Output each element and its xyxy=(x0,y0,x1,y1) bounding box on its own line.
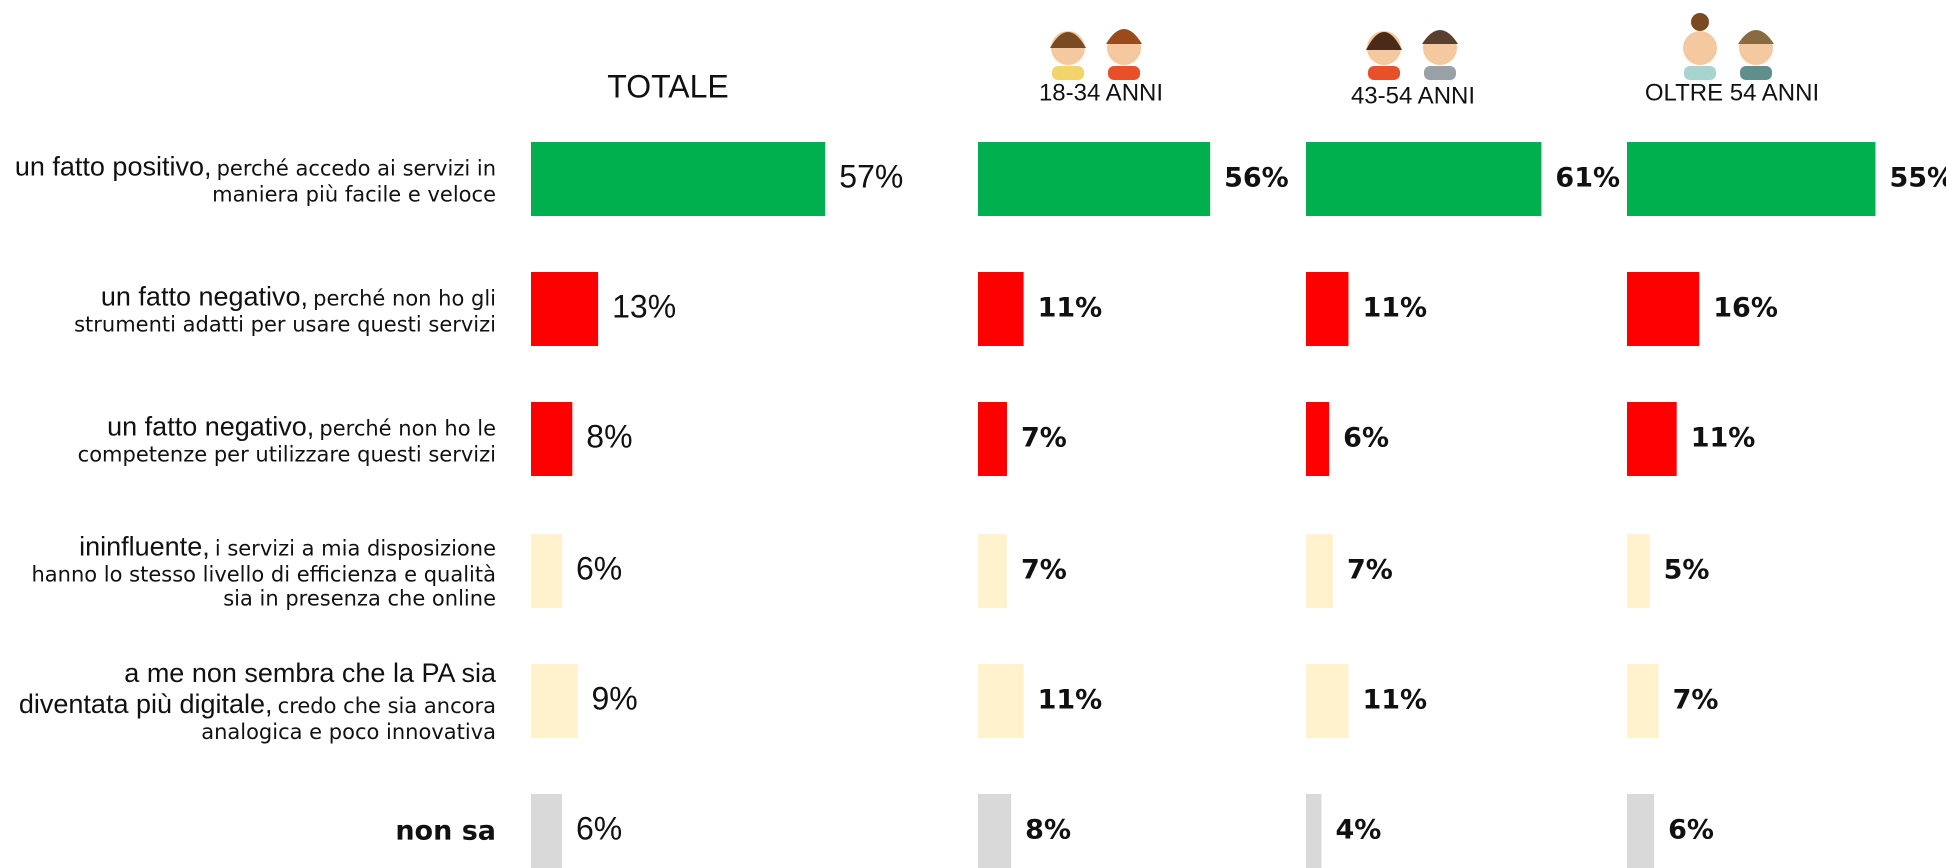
category-label: non sa xyxy=(10,815,496,846)
bar xyxy=(1627,402,1677,476)
bar xyxy=(1627,794,1655,868)
value-label: 6% xyxy=(1668,815,1714,846)
category-label: a me non sembra che la PA sia diventata … xyxy=(10,658,496,744)
icon-body xyxy=(1424,66,1456,80)
value-label: 56% xyxy=(1224,163,1289,194)
category-label: un fatto positivo, perché accedo ai serv… xyxy=(10,151,496,206)
value-label: 9% xyxy=(591,680,637,716)
bar xyxy=(978,402,1008,476)
category-lead: ininfluente, xyxy=(79,531,210,562)
value-label: 7% xyxy=(1021,423,1067,454)
bar xyxy=(531,664,578,738)
category-label: un fatto negativo, perché non ho gli str… xyxy=(10,281,496,336)
panel-title: 18-34 ANNI xyxy=(1039,79,1163,106)
icon-face xyxy=(1683,31,1717,65)
icon-body xyxy=(1740,66,1772,80)
bar xyxy=(531,142,826,216)
value-label: 11% xyxy=(1038,293,1103,324)
bar xyxy=(1627,142,1876,216)
category-detail: perché accedo ai servizi in maniera più … xyxy=(212,156,496,207)
value-label: 6% xyxy=(576,810,622,846)
bar xyxy=(978,534,1008,608)
bar xyxy=(1306,534,1334,608)
value-label: 16% xyxy=(1713,293,1778,324)
value-label: 13% xyxy=(612,288,676,324)
bar xyxy=(531,794,562,868)
category-detail: perché non ho gli strumenti adatti per u… xyxy=(74,286,496,337)
value-label: 5% xyxy=(1664,555,1710,586)
icon-body xyxy=(1108,66,1140,80)
bar xyxy=(1306,794,1322,868)
icon-hair xyxy=(1422,30,1458,44)
value-label: 8% xyxy=(586,418,632,454)
value-label: 11% xyxy=(1038,685,1103,716)
bar xyxy=(978,272,1024,346)
category-detail: credo che sia ancora analogica e poco in… xyxy=(201,693,496,744)
value-label: 11% xyxy=(1362,685,1427,716)
panel-title: OLTRE 54 ANNI xyxy=(1645,79,1819,106)
icon-hair xyxy=(1050,32,1086,48)
icons xyxy=(1050,13,1774,80)
value-label: 61% xyxy=(1555,163,1620,194)
bar xyxy=(1627,272,1700,346)
panel-title: 43-54 ANNI xyxy=(1351,82,1475,109)
bar xyxy=(1306,402,1330,476)
panel-title: TOTALE xyxy=(607,68,729,104)
bar xyxy=(1306,272,1349,346)
bar xyxy=(1306,664,1349,738)
value-label: 55% xyxy=(1889,163,1946,194)
icon-hair xyxy=(1738,30,1774,44)
category-lead: non sa xyxy=(395,815,496,847)
bar xyxy=(978,794,1012,868)
icon-hair xyxy=(1691,13,1709,31)
category-lead: un fatto negativo, xyxy=(100,281,309,312)
value-label: 4% xyxy=(1335,815,1381,846)
value-label: 8% xyxy=(1025,815,1071,846)
value-label: 7% xyxy=(1673,685,1719,716)
bar xyxy=(978,142,1211,216)
bar xyxy=(531,534,562,608)
bar xyxy=(1306,142,1542,216)
bar xyxy=(1627,534,1650,608)
category-label: un fatto negativo, perché non ho le comp… xyxy=(10,411,496,466)
value-label: 11% xyxy=(1691,423,1756,454)
value-label: 7% xyxy=(1347,555,1393,586)
icon-body xyxy=(1052,66,1084,80)
icon-body xyxy=(1684,66,1716,80)
bar xyxy=(531,272,599,346)
value-label: 6% xyxy=(1343,423,1389,454)
value-label: 11% xyxy=(1362,293,1427,324)
category-detail: i servizi a mia disposizione hanno lo st… xyxy=(31,536,496,611)
bar xyxy=(978,664,1024,738)
value-label: 6% xyxy=(576,550,622,586)
category-lead: un fatto negativo, xyxy=(107,411,315,442)
value-label: 57% xyxy=(839,158,903,194)
bar xyxy=(531,402,573,476)
icon-body xyxy=(1368,66,1400,80)
bar xyxy=(1627,664,1659,738)
category-lead: un fatto positivo, xyxy=(14,151,212,182)
value-label: 7% xyxy=(1021,555,1067,586)
icon-hair xyxy=(1366,32,1402,50)
category-label: ininfluente, i servizi a mia disposizion… xyxy=(10,531,496,610)
category-detail: perché non ho le competenze per utilizza… xyxy=(77,416,496,467)
icon-hair xyxy=(1106,29,1142,44)
category-lead: a me non sembra che la PA sia diventata … xyxy=(18,657,496,719)
